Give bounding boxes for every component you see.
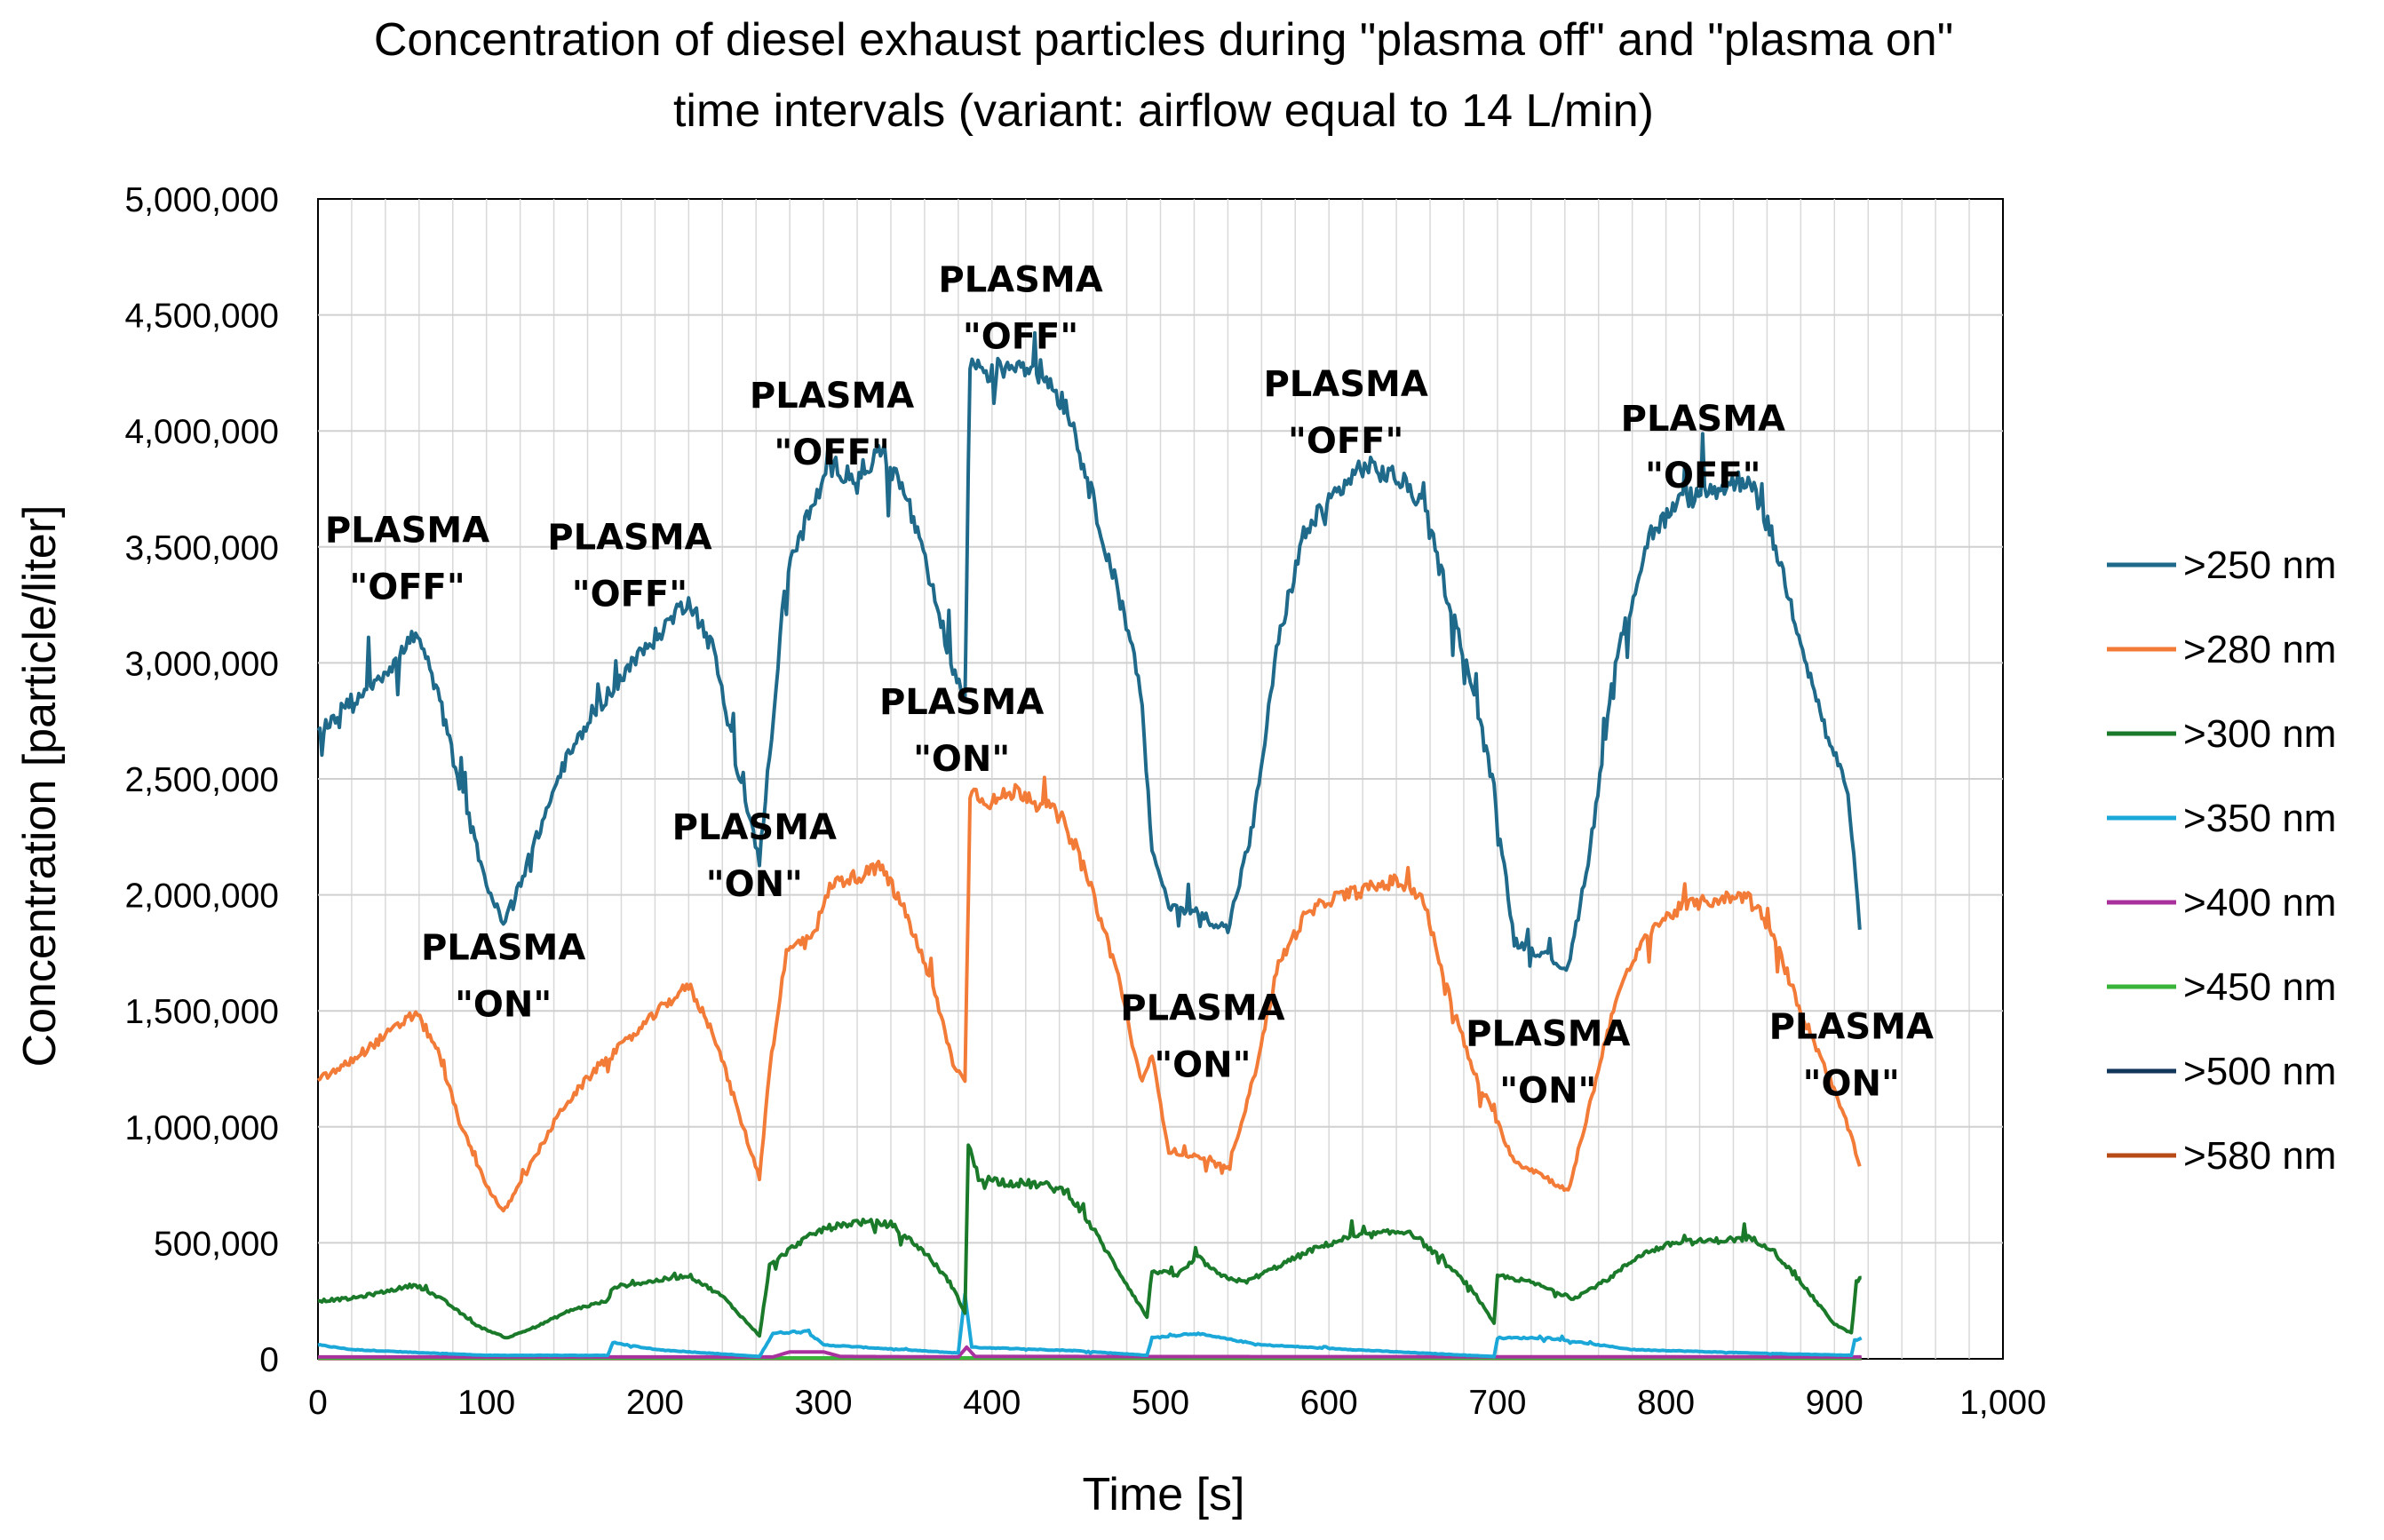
y-tick-label: 0 <box>259 1341 279 1379</box>
plasma-annotation: PLASMA "ON" <box>672 807 837 905</box>
x-tick-label: 200 <box>626 1384 684 1422</box>
annotation-line-1: PLASMA <box>1120 988 1284 1029</box>
y-tick-label: 3,500,000 <box>124 529 279 568</box>
annotation-line-2: "ON" <box>913 739 1010 780</box>
x-tick-label: 900 <box>1806 1384 1863 1422</box>
annotation-line-1: PLASMA <box>547 517 711 558</box>
legend-label: >350 nm <box>2183 797 2336 840</box>
legend-label: >400 nm <box>2183 881 2336 925</box>
y-tick-label: 500,000 <box>154 1225 279 1263</box>
plasma-annotation: PLASMA "OFF" <box>938 259 1102 357</box>
legend-label: >450 nm <box>2183 965 2336 1009</box>
legend-label: >500 nm <box>2183 1050 2336 1093</box>
annotation-line-1: PLASMA <box>938 259 1102 300</box>
plasma-annotation: PLASMA "ON" <box>1120 988 1284 1086</box>
y-tick-label: 4,000,000 <box>124 413 279 451</box>
plasma-annotation: PLASMA "OFF" <box>1621 399 1785 496</box>
legend-entry: >350 nm <box>2107 797 2336 840</box>
chart-title-line-1: Concentration of diesel exhaust particle… <box>374 14 1953 66</box>
annotation-line-1: PLASMA <box>1263 364 1427 405</box>
series-line-1 <box>316 775 1862 1213</box>
plasma-annotation: PLASMA "OFF" <box>1263 364 1427 462</box>
legend-label: >300 nm <box>2183 712 2336 756</box>
y-axis-ticks: 0 500,000 1,000,000 1,500,000 2,000,000 2,500… <box>124 181 279 1379</box>
x-axis-label: Time [s] <box>1083 1469 1245 1520</box>
plasma-annotation: PLASMA "ON" <box>421 928 585 1026</box>
y-tick-label: 2,000,000 <box>124 877 279 916</box>
x-tick-label: 0 <box>308 1384 328 1422</box>
x-tick-label: 500 <box>1132 1384 1189 1422</box>
x-tick-label: 600 <box>1300 1384 1358 1422</box>
legend-label: >280 nm <box>2183 628 2336 671</box>
chart-title: Concentration of diesel exhaust particle… <box>374 14 1953 137</box>
y-tick-label: 1,000,000 <box>124 1109 279 1147</box>
y-axis-label: Concentration [particle/liter] <box>14 505 66 1068</box>
series-lines <box>316 330 1863 1361</box>
legend-entry: >450 nm <box>2107 965 2336 1009</box>
annotation-line-2: "ON" <box>706 864 803 905</box>
y-tick-label: 4,500,000 <box>124 298 279 336</box>
x-tick-label: 400 <box>963 1384 1021 1422</box>
legend-entry: >500 nm <box>2107 1050 2336 1093</box>
annotation-line-2: "ON" <box>1154 1045 1251 1086</box>
annotation-line-2: "OFF" <box>1645 456 1760 496</box>
series-line-2 <box>317 1143 1862 1340</box>
series-line-0 <box>316 330 1862 972</box>
annotation-line-2: "OFF" <box>349 568 465 608</box>
grid-lines <box>318 199 2003 1359</box>
y-tick-label: 1,500,000 <box>124 993 279 1031</box>
plasma-annotations: PLASMA "OFF" PLASMA "OFF" PLASMA "OFF" PLASMA "… <box>325 259 1934 1111</box>
legend-entry: >250 nm <box>2107 544 2336 587</box>
annotation-line-2: "ON" <box>455 985 552 1026</box>
legend-label: >250 nm <box>2183 544 2336 587</box>
annotation-line-2: "ON" <box>1499 1070 1596 1111</box>
legend: >250 nm >280 nm >300 nm >350 nm >400 nm >450 … <box>2107 544 2336 1178</box>
plasma-annotation: PLASMA "OFF" <box>547 517 711 615</box>
annotation-line-1: PLASMA <box>325 511 489 552</box>
annotation-line-1: PLASMA <box>750 376 914 417</box>
legend-entry: >580 nm <box>2107 1134 2336 1178</box>
series-line-3 <box>317 1292 1863 1359</box>
annotation-line-1: PLASMA <box>672 807 837 848</box>
legend-label: >580 nm <box>2183 1134 2336 1178</box>
y-tick-label: 5,000,000 <box>124 181 279 219</box>
annotation-line-1: PLASMA <box>1466 1013 1630 1054</box>
legend-entry: >300 nm <box>2107 712 2336 756</box>
plasma-annotation: PLASMA "ON" <box>879 682 1044 780</box>
chart-title-line-2: time intervals (variant: airflow equal t… <box>673 85 1654 137</box>
annotation-line-2: "OFF" <box>1288 421 1403 462</box>
plasma-annotation: PLASMA "OFF" <box>750 376 914 473</box>
annotation-line-1: PLASMA <box>421 928 585 969</box>
plasma-annotation: PLASMA "ON" <box>1769 1007 1934 1105</box>
legend-entry: >400 nm <box>2107 881 2336 925</box>
x-tick-label: 300 <box>795 1384 853 1422</box>
legend-entry: >280 nm <box>2107 628 2336 671</box>
annotation-line-1: PLASMA <box>879 682 1044 723</box>
annotation-line-2: "OFF" <box>963 316 1078 357</box>
x-tick-label: 1,000 <box>1959 1384 2046 1422</box>
annotation-line-2: "ON" <box>1803 1064 1900 1105</box>
x-tick-label: 800 <box>1637 1384 1695 1422</box>
annotation-line-2: "OFF" <box>774 433 889 473</box>
y-tick-label: 2,500,000 <box>124 761 279 799</box>
annotation-line-2: "OFF" <box>572 574 687 615</box>
annotation-line-1: PLASMA <box>1621 399 1785 440</box>
x-tick-label: 700 <box>1468 1384 1526 1422</box>
x-tick-label: 100 <box>457 1384 515 1422</box>
plasma-annotation: PLASMA "OFF" <box>325 511 489 608</box>
y-tick-label: 3,000,000 <box>124 645 279 683</box>
plasma-annotation: PLASMA "ON" <box>1466 1013 1630 1111</box>
annotation-line-1: PLASMA <box>1769 1007 1934 1048</box>
x-axis-ticks: 0 100 200 300 400 500 600 700 800 900 1,000 <box>308 1384 2046 1422</box>
